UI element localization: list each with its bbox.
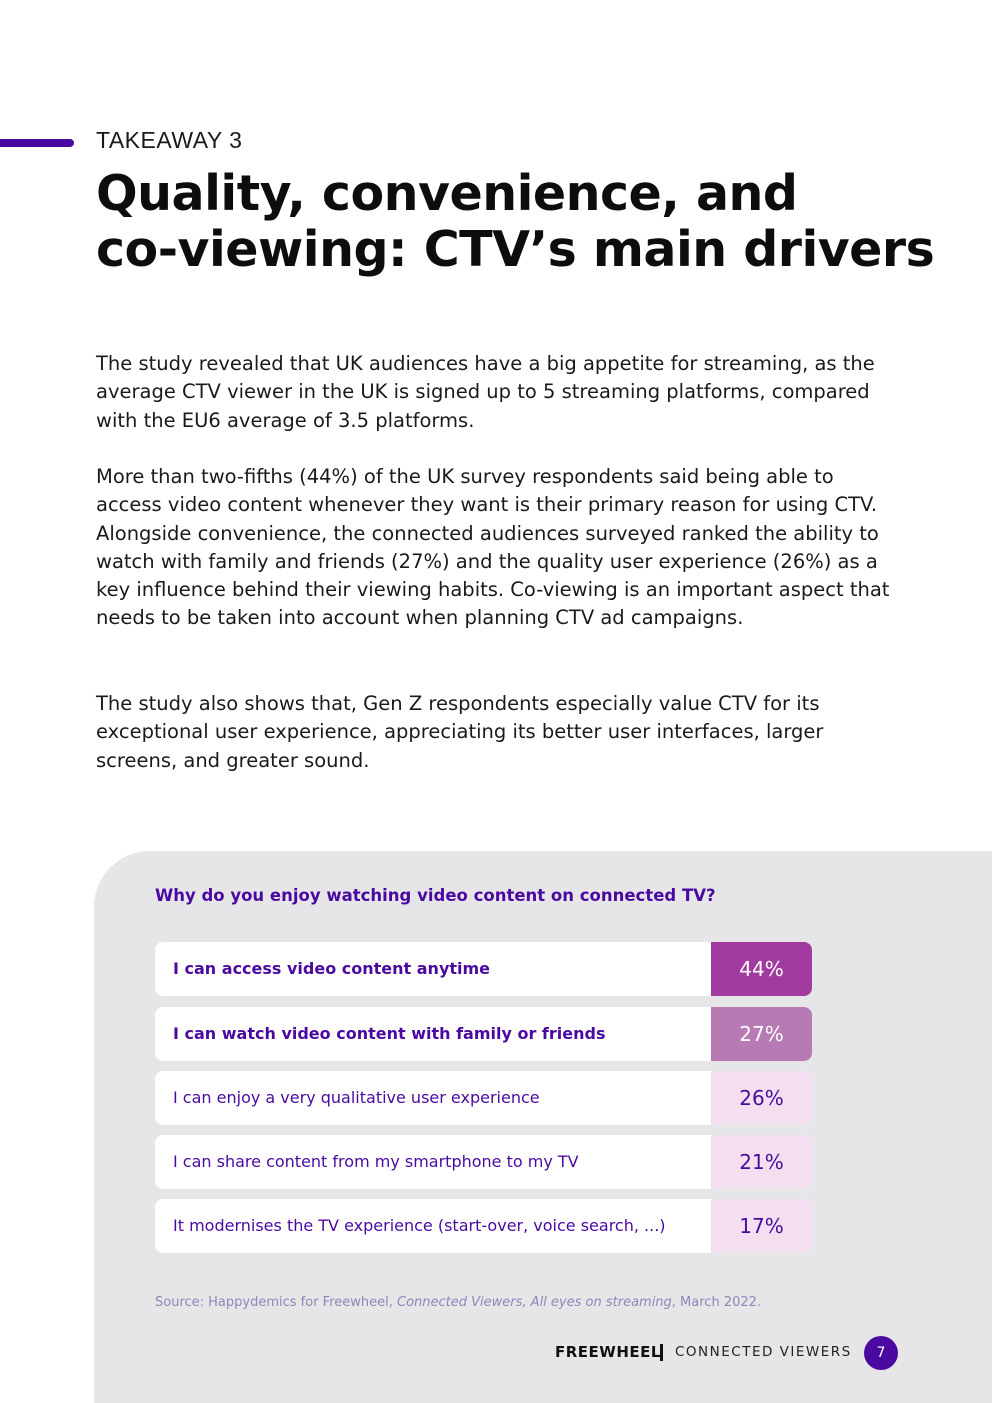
title-line-2: co-viewing: CTV’s main drivers xyxy=(96,221,935,278)
source-title: Connected Viewers, All eyes on streaming xyxy=(397,1295,672,1310)
survey-row: I can watch video content with family or… xyxy=(155,1007,812,1061)
survey-row: I can access video content anytime 44% xyxy=(155,942,812,996)
title-line-1: Quality, convenience, and xyxy=(96,165,798,222)
answer-percentage: 27% xyxy=(711,1007,812,1061)
survey-row: It modernises the TV experience (start-o… xyxy=(155,1199,812,1253)
answer-percentage: 21% xyxy=(711,1135,812,1189)
answer-label: It modernises the TV experience (start-o… xyxy=(173,1216,666,1235)
accent-bar xyxy=(0,139,74,147)
survey-row: I can enjoy a very qualitative user expe… xyxy=(155,1071,812,1125)
footer-divider xyxy=(660,1344,663,1361)
body-paragraph-3: The study also shows that, Gen Z respond… xyxy=(96,692,824,772)
publication-name: CONNECTED VIEWERS xyxy=(675,1344,852,1360)
answer-label: I can watch video content with family or… xyxy=(173,1024,606,1043)
body-paragraph-2: More than two-fifths (44%) of the UK sur… xyxy=(96,465,890,630)
page-number: 7 xyxy=(864,1336,898,1370)
source-citation: Source: Happydemics for Freewheel, Conne… xyxy=(155,1295,761,1310)
answer-percentage: 44% xyxy=(711,942,812,996)
survey-row: I can share content from my smartphone t… xyxy=(155,1135,812,1189)
takeaway-label: TAKEAWAY 3 xyxy=(96,127,243,153)
freewheel-logo: FREEWHEEL xyxy=(555,1343,661,1361)
answer-percentage: 26% xyxy=(711,1071,812,1125)
answer-label: I can enjoy a very qualitative user expe… xyxy=(173,1088,540,1107)
body-paragraph-1: The study revealed that UK audiences hav… xyxy=(96,352,875,432)
page-title: Quality, convenience, and co-viewing: CT… xyxy=(96,166,956,278)
survey-panel xyxy=(94,851,992,1403)
source-prefix: Source: Happydemics for Freewheel, xyxy=(155,1295,398,1310)
answer-label: I can access video content anytime xyxy=(173,959,491,978)
survey-question: Why do you enjoy watching video content … xyxy=(155,886,716,905)
answer-label: I can share content from my smartphone t… xyxy=(173,1152,579,1171)
source-suffix: , March 2022. xyxy=(671,1295,762,1310)
answer-percentage: 17% xyxy=(711,1199,812,1253)
